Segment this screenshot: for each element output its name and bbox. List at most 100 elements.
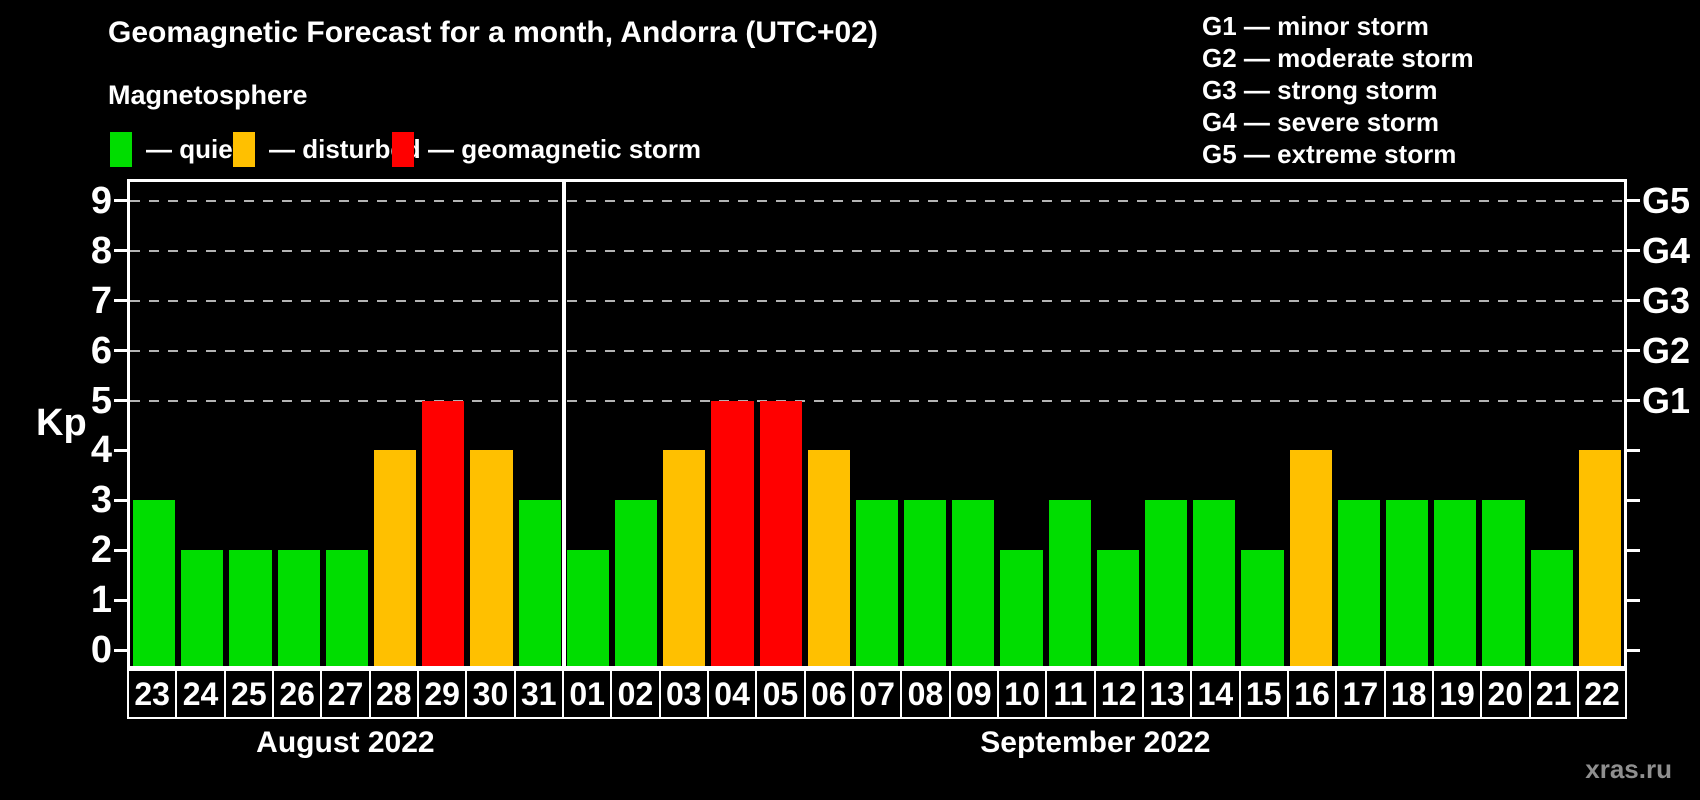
y-axis-tick-label: 3 bbox=[90, 479, 112, 522]
kp-bar-15 bbox=[1241, 550, 1284, 666]
kp-bar-29 bbox=[422, 400, 465, 666]
gridline-kp9 bbox=[130, 199, 1624, 202]
g-level-label-G3: G3 bbox=[1642, 279, 1691, 321]
kp-bar-11 bbox=[1048, 500, 1091, 666]
kp-bar-04 bbox=[711, 400, 754, 666]
quiet-swatch bbox=[110, 132, 132, 167]
g-level-label-G4: G4 bbox=[1642, 229, 1691, 271]
y-axis-tick-label: 1 bbox=[90, 579, 112, 622]
day-label: 28 bbox=[368, 671, 417, 717]
right-axis-tick bbox=[1627, 548, 1640, 552]
kp-bar-21 bbox=[1530, 550, 1573, 666]
right-axis-tick bbox=[1627, 349, 1640, 353]
day-label: 10 bbox=[996, 671, 1045, 717]
kp-bar-08 bbox=[904, 500, 947, 666]
right-axis-tick bbox=[1627, 299, 1640, 303]
kp-bar-23 bbox=[133, 500, 176, 666]
day-label: 15 bbox=[1238, 671, 1287, 717]
right-axis-tick bbox=[1627, 249, 1640, 253]
storm-swatch bbox=[392, 132, 414, 167]
day-label: 06 bbox=[803, 671, 852, 717]
month-label: August 2022 bbox=[256, 726, 435, 759]
day-label: 24 bbox=[175, 671, 223, 717]
y-axis-tick-label: 8 bbox=[90, 229, 112, 272]
kp-bar-22 bbox=[1578, 450, 1621, 666]
right-axis-tick bbox=[1627, 399, 1640, 402]
y-axis-tick bbox=[114, 399, 127, 402]
kp-bar-27 bbox=[325, 550, 368, 666]
kp-bar-09 bbox=[952, 500, 995, 666]
day-label: 20 bbox=[1480, 671, 1528, 717]
kp-bar-31 bbox=[518, 500, 561, 666]
g-level-label-G1: G1 bbox=[1642, 379, 1691, 421]
kp-bar-12 bbox=[1096, 550, 1140, 666]
kp-bar-16 bbox=[1289, 450, 1332, 666]
kp-bar-01 bbox=[566, 550, 609, 666]
day-label: 12 bbox=[1093, 671, 1142, 717]
day-label: 19 bbox=[1431, 671, 1480, 717]
y-axis-tick bbox=[114, 548, 127, 552]
kp-bar-03 bbox=[663, 450, 706, 666]
g-scale-legend: G1 — minor storm G2 — moderate storm G3 — … bbox=[1202, 10, 1474, 170]
kp-bar-13 bbox=[1145, 500, 1188, 666]
day-label: 29 bbox=[416, 671, 465, 717]
y-axis-tick bbox=[114, 498, 127, 502]
gridline-kp8 bbox=[130, 249, 1624, 252]
day-label: 22 bbox=[1576, 671, 1625, 717]
y-axis-tick bbox=[114, 249, 127, 253]
day-label: 16 bbox=[1286, 671, 1335, 717]
g-level-label-G2: G2 bbox=[1642, 329, 1691, 371]
day-label: 04 bbox=[706, 671, 755, 717]
gridline-kp7 bbox=[130, 299, 1624, 302]
y-axis-tick bbox=[114, 598, 127, 602]
g-scale-item: G3 — strong storm bbox=[1202, 75, 1438, 105]
y-axis-tick-label: 7 bbox=[90, 279, 112, 322]
disturbed-swatch bbox=[233, 132, 255, 167]
gridline-kp6 bbox=[130, 349, 1624, 352]
kp-bar-02 bbox=[614, 500, 658, 666]
day-label: 02 bbox=[610, 671, 658, 717]
day-label: 26 bbox=[271, 671, 320, 717]
g-scale-item: G5 — extreme storm bbox=[1202, 139, 1457, 169]
kp-bar-20 bbox=[1482, 500, 1525, 666]
day-label: 14 bbox=[1190, 671, 1238, 717]
day-label: 27 bbox=[320, 671, 368, 717]
kp-bar-24 bbox=[181, 550, 224, 666]
kp-bar-05 bbox=[759, 400, 802, 666]
kp-bar-14 bbox=[1193, 500, 1236, 666]
kp-bar-17 bbox=[1337, 500, 1381, 666]
day-label: 05 bbox=[755, 671, 803, 717]
right-axis-tick bbox=[1627, 448, 1640, 452]
day-label: 08 bbox=[900, 671, 948, 717]
day-label: 01 bbox=[561, 671, 610, 717]
y-axis-tick bbox=[114, 199, 127, 203]
watermark: xras.ru bbox=[1585, 754, 1672, 784]
day-label: 25 bbox=[223, 671, 272, 717]
magnetosphere-label: Magnetosphere bbox=[108, 80, 308, 110]
g-scale-item: G1 — minor storm bbox=[1202, 11, 1429, 41]
gridline-kp5 bbox=[130, 399, 1624, 402]
page-title: Geomagnetic Forecast for a month, Andorr… bbox=[108, 16, 878, 49]
legend-storm: — geomagnetic storm bbox=[392, 132, 701, 167]
day-label-row: 23 24 25 26 27 28 29 30 31 01 02 03 04 05 06 07 08 09 10 11… bbox=[127, 669, 1627, 719]
y-axis-tick-label: 0 bbox=[90, 629, 112, 671]
legend-label-quiet: — quiet bbox=[146, 134, 242, 164]
day-label: 31 bbox=[513, 671, 562, 717]
right-axis-tick bbox=[1627, 598, 1640, 602]
y-axis-tick-label: 6 bbox=[90, 329, 112, 372]
day-label: 11 bbox=[1045, 671, 1093, 717]
kp-bar-19 bbox=[1434, 500, 1477, 666]
y-axis-tick-label: 9 bbox=[90, 179, 112, 222]
plot-area bbox=[127, 179, 1627, 669]
g-scale-item: G2 — moderate storm bbox=[1202, 43, 1474, 73]
day-label: 17 bbox=[1335, 671, 1383, 717]
kp-bar-26 bbox=[277, 550, 320, 666]
right-axis-tick bbox=[1627, 648, 1640, 652]
y-axis-title: Kp bbox=[36, 402, 87, 444]
month-label: September 2022 bbox=[980, 726, 1211, 759]
y-axis-tick-label: 5 bbox=[90, 379, 112, 422]
kp-bar-07 bbox=[855, 500, 899, 666]
month-separator bbox=[561, 182, 566, 666]
y-axis-tick bbox=[114, 648, 127, 652]
day-label: 21 bbox=[1528, 671, 1577, 717]
